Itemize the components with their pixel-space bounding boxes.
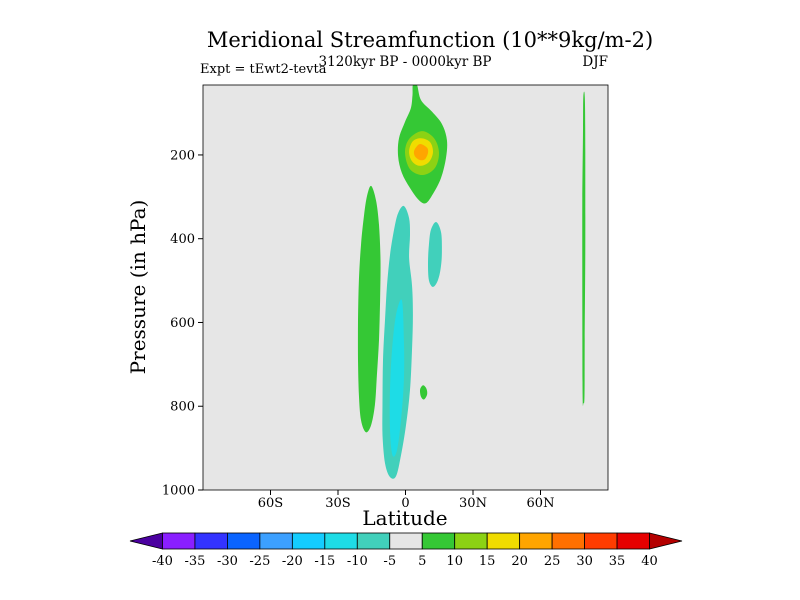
colorbar-label: -5	[383, 554, 396, 569]
colorbar-label: 20	[511, 554, 528, 569]
colorbar-label: -20	[282, 554, 303, 569]
colorbar-segment--5to5	[389, 532, 423, 550]
colorbar-label: -15	[314, 554, 335, 569]
colorbar-label: 25	[544, 554, 561, 569]
y-tick-label: 200	[170, 148, 195, 163]
region-upper-tropical-positive-core	[413, 144, 429, 161]
colorbar-segment-30to35	[584, 532, 618, 550]
y-tick-label: 600	[170, 316, 195, 331]
period-label: 3120kyr BP - 0000kyr BP	[318, 54, 492, 70]
y-tick-label: 1000	[162, 484, 195, 499]
x-tick-label: 30S	[325, 496, 350, 511]
colorbar: -40 -35 -30 -25 -20 -15 -10 -5 5 10 15 20 25 30 35 40	[129, 532, 683, 569]
colorbar-segment--40to-35	[162, 532, 196, 550]
x-tick-label: 60S	[258, 496, 283, 511]
colorbar-segment-5to10	[421, 532, 456, 550]
colorbar-segment-20to25	[519, 532, 553, 550]
colorbar-label: 15	[479, 554, 496, 569]
x-axis-title: Latitude	[362, 506, 448, 530]
colorbar-segment--15to-10	[324, 532, 358, 550]
colorbar-label: 5	[418, 554, 426, 569]
region-high-latitude-positive-sliver	[582, 91, 586, 406]
colorbar-label: 40	[641, 554, 658, 569]
region-northern-subtropical-negative-cell	[428, 221, 442, 287]
y-axis-title: Pressure (in hPa)	[126, 199, 150, 375]
colorbar-label: -35	[184, 554, 205, 569]
x-tick-label: 30N	[459, 496, 487, 511]
colorbar-label: -10	[347, 554, 368, 569]
y-tick-label: 800	[170, 400, 195, 415]
colorbar-segment--10to-5	[356, 532, 391, 550]
colorbar-segment->40	[649, 532, 683, 550]
region-southern-positive-column	[357, 185, 381, 433]
colorbar-segment--20to-15	[291, 532, 326, 550]
chart-title: Meridional Streamfunction (10**9kg/m-2)	[206, 28, 654, 52]
season-label: DJF	[582, 54, 608, 70]
region-tropical-positive-speck	[419, 385, 428, 400]
experiment-label: Expt = tEwt2-tevta	[200, 62, 327, 77]
region-equatorial-negative-column-core	[389, 299, 405, 457]
colorbar-segment-10to15	[454, 532, 488, 550]
colorbar-label: 30	[576, 554, 593, 569]
colorbar-label: -40	[152, 554, 173, 569]
y-axis: 200 400 600 800 1000	[162, 148, 203, 499]
colorbar-segment-<-40	[129, 532, 163, 550]
colorbar-segment--25to-20	[259, 532, 293, 550]
colorbar-segment--30to-25	[227, 532, 261, 550]
colorbar-segment-35to40	[616, 532, 650, 550]
colorbar-label: -25	[249, 554, 270, 569]
x-axis: 60S 30S 0 30N 60N	[258, 490, 555, 511]
colorbar-segment--35to-30	[194, 532, 228, 550]
x-tick-label: 0	[401, 496, 409, 511]
colorbar-segment-15to20	[486, 532, 521, 550]
y-tick-label: 400	[170, 232, 195, 247]
colorbar-label: 10	[446, 554, 463, 569]
x-tick-label: 60N	[527, 496, 555, 511]
colorbar-label: 35	[609, 554, 626, 569]
colorbar-label: -30	[217, 554, 238, 569]
colorbar-segment-25to30	[551, 532, 585, 550]
contour-regions	[357, 85, 586, 479]
